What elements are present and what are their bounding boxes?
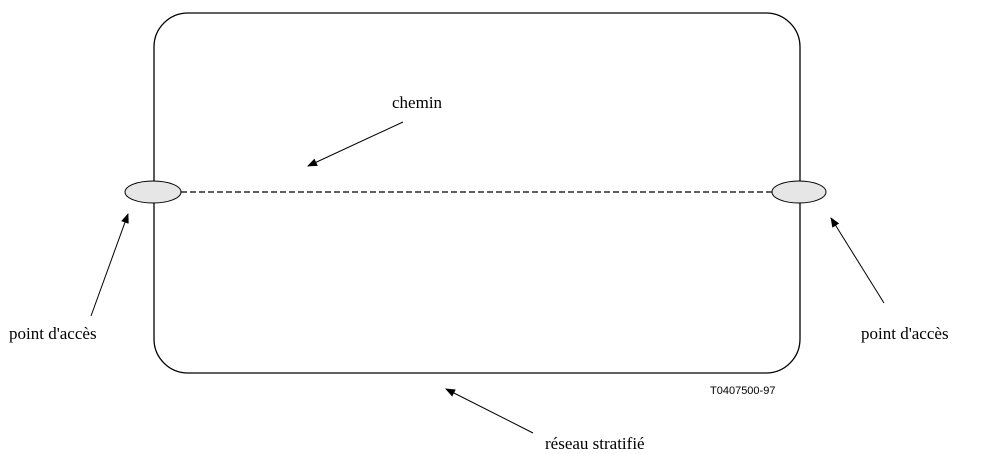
access-point-right-arrow [830,217,885,304]
access-point-right-label: point d'accès [861,324,949,343]
figure-code: T0407500-97 [710,385,775,397]
access-point-left-label: point d'accès [9,324,97,343]
network-boundary [153,12,801,374]
access-point-left-arrow [90,213,129,317]
access-point-right [771,180,827,204]
access-point-left [124,180,182,204]
network-label: réseau stratifié [545,434,645,453]
network-arrow [445,388,534,434]
path-arrow [307,121,404,167]
path-label: chemin [392,93,443,112]
